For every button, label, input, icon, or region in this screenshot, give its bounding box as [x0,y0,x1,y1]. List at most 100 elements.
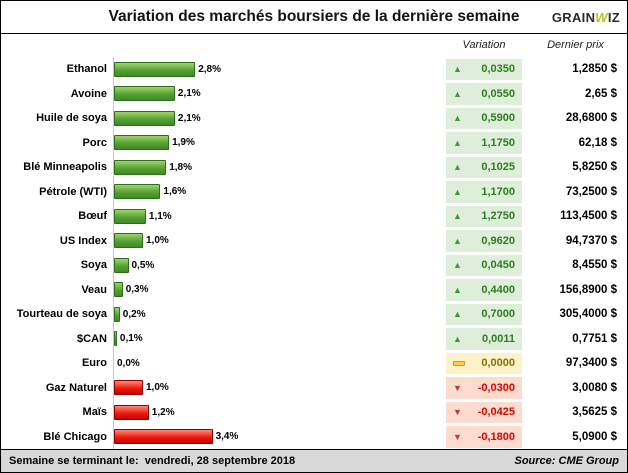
value-bar [114,404,149,420]
category-label: Avoine [70,87,107,100]
variation-value: 0,1025 [481,161,515,174]
page-title: Variation des marchés boursiers de la de… [108,8,520,25]
price-value: 5,8250 $ [572,161,617,174]
table-row: Blé Chicago 3,4% ▼ -0,1800 5,0900 $ [1,424,627,449]
value-bar [114,380,143,396]
bar-value-label: 1,6% [163,186,187,198]
price-value: 94,7370 $ [565,234,617,247]
value-bar [114,257,129,273]
value-bar [114,282,123,298]
trend-icon: ▲ [453,64,462,75]
price-column-header: Dernier prix [547,39,604,51]
price-value: 8,4550 $ [572,259,617,272]
bar-zone: 0,3% [113,277,444,302]
price-value: 62,18 $ [578,136,617,149]
value-bar [114,233,143,249]
trend-icon: ▲ [453,88,462,99]
trend-icon: ▲ [453,284,462,295]
variation-cell: ▲ 0,7000 [446,303,522,325]
table-row: Euro 0,0% 0,0000 97,3400 $ [1,351,627,376]
bar-zone: 0,0% [113,351,444,376]
bar-value-label: 0,2% [122,308,146,320]
trend-icon: ▲ [453,333,462,344]
category-label: Maïs [82,406,107,419]
grainwiz-logo: GRAINWIZ [552,10,620,25]
variation-cell: ▼ -0,0425 [446,401,522,423]
trend-icon: ▲ [453,309,462,320]
variation-cell: ▼ -0,0300 [446,377,522,399]
variation-cell: ▲ 1,1700 [446,181,522,203]
variation-cell: ▲ 1,1750 [446,132,522,154]
trend-icon: ▼ [453,382,462,393]
table-row: Bœuf 1,1% ▲ 1,2750 113,4500 $ [1,204,627,229]
category-label: Tourteau de soya [16,308,107,321]
trend-icon: ▼ [453,407,462,418]
variation-value: 1,1750 [481,136,515,149]
bar-zone: 0,5% [113,253,444,278]
variation-cell: ▲ 0,5900 [446,107,522,129]
trend-icon: ▲ [453,162,462,173]
price-value: 3,5625 $ [572,406,617,419]
logo-text-grain: GRAIN [551,10,596,25]
value-bar [114,184,161,200]
bar-value-label: 2,8% [198,63,221,75]
value-bar [114,306,120,322]
bar-zone: 2,8% [113,57,444,82]
table-row: Pétrole (WTI) 1,6% ▲ 1,1700 73,2500 $ [1,179,627,204]
category-label: Blé Chicago [43,430,107,443]
bar-value-label: 1,2% [151,406,175,418]
bar-zone: 3,4% [113,424,444,449]
trend-icon [453,360,465,366]
variation-cell: 0,0000 [446,352,522,374]
category-label: Veau [81,283,107,296]
price-value: 28,6800 $ [565,112,617,125]
variation-value: 0,7000 [481,308,515,321]
variation-column-header: Variation [462,39,506,51]
bar-zone: 1,0% [113,228,444,253]
category-label: Porc [82,136,107,149]
table-row: Soya 0,5% ▲ 0,0450 8,4550 $ [1,253,627,278]
bar-value-label: 1,0% [146,382,169,394]
variation-value: 0,5900 [481,112,515,125]
category-label: Soya [80,259,107,272]
table-row: Gaz Naturel 1,0% ▼ -0,0300 3,0080 $ [1,375,627,400]
bar-value-label: 3,4% [215,431,239,443]
title-bar: Variation des marchés boursiers de la de… [1,1,627,34]
chart-rows: Ethanol 2,8% ▲ 0,0350 1,2850 $ Avoine 2,… [1,57,627,449]
category-label: Ethanol [66,63,107,76]
price-value: 156,8900 $ [559,283,617,296]
table-row: Veau 0,3% ▲ 0,4400 156,8900 $ [1,277,627,302]
variation-cell: ▲ 0,1025 [446,156,522,178]
value-bar [114,159,167,175]
bar-zone: 0,1% [113,326,444,351]
bar-value-label: 1,9% [172,137,195,149]
bar-zone: 1,8% [113,155,444,180]
trend-icon: ▲ [453,211,462,222]
bar-value-label: 0,1% [119,333,143,345]
price-value: 3,0080 $ [572,381,617,394]
variation-value: 0,0000 [481,357,515,370]
category-label: Huile de soya [36,112,107,125]
price-value: 97,3400 $ [565,357,617,370]
variation-value: 0,0450 [481,259,515,272]
bar-zone: 0,2% [113,302,444,327]
variation-value: -0,0425 [477,406,515,419]
trend-icon: ▲ [453,113,462,124]
price-value: 305,4000 $ [559,308,617,321]
variation-cell: ▲ 0,0350 [446,58,522,80]
logo-text-iz: IZ [607,10,620,25]
value-bar [114,86,175,102]
bar-value-label: 1,1% [148,210,172,222]
table-row: Blé Minneapolis 1,8% ▲ 0,1025 5,8250 $ [1,155,627,180]
variation-cell: ▲ 0,9620 [446,230,522,252]
variation-value: 0,0350 [481,63,515,76]
variation-value: -0,0300 [477,381,515,394]
bar-zone: 1,9% [113,130,444,155]
bar-zone: 1,1% [113,204,444,229]
price-value: 113,4500 $ [560,210,617,223]
category-label: US Index [59,234,107,247]
bar-value-label: 1,0% [146,235,169,247]
variation-value: -0,1800 [477,430,515,443]
category-label: Bœuf [78,210,107,223]
